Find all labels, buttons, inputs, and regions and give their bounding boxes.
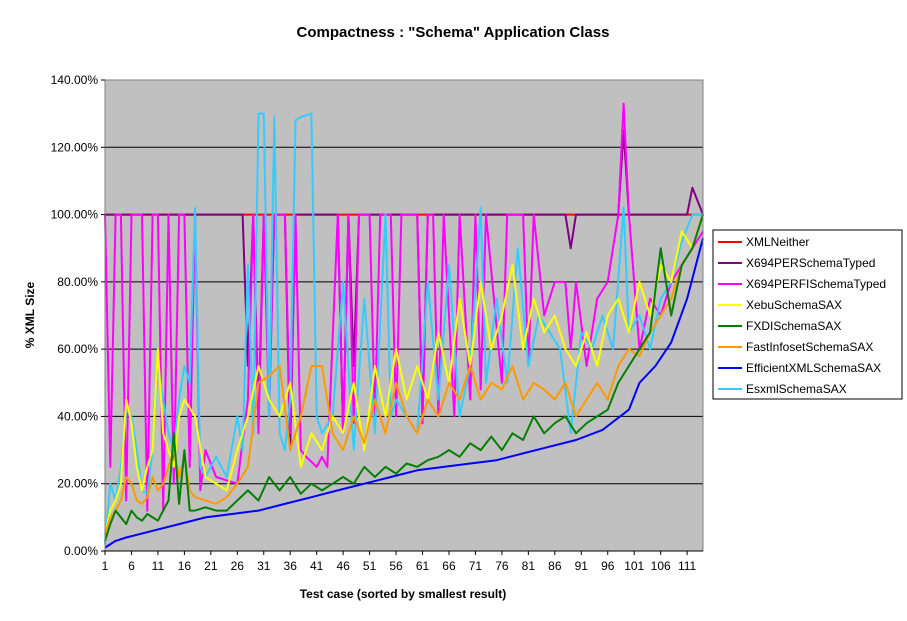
legend-box: [712, 229, 903, 400]
y-tick-label: 120.00%: [51, 140, 99, 154]
legend-label: EsxmlSchemaSAX: [746, 382, 847, 396]
y-tick-label: 80.00%: [57, 275, 98, 289]
y-tick-label: 20.00%: [57, 477, 98, 491]
x-tick-label: 96: [601, 559, 615, 573]
x-tick-label: 26: [231, 559, 245, 573]
x-tick-label: 36: [284, 559, 298, 573]
x-tick-label: 21: [204, 559, 218, 573]
x-tick-label: 81: [522, 559, 536, 573]
x-tick-label: 76: [495, 559, 509, 573]
x-tick-label: 41: [310, 559, 324, 573]
legend-label: X694PERFISchemaTyped: [746, 277, 886, 291]
y-axis-title: % XML Size: [23, 281, 37, 348]
x-tick-label: 31: [257, 559, 271, 573]
x-tick-label: 6: [128, 559, 135, 573]
x-tick-label: 91: [575, 559, 589, 573]
legend-label: XebuSchemaSAX: [746, 298, 842, 312]
legend-label: X694PERSchemaTyped: [746, 256, 875, 270]
series-line-7: [104, 112, 703, 545]
series-line-2: [104, 102, 704, 512]
y-tick-label: 40.00%: [57, 409, 98, 423]
x-tick-label: 66: [442, 559, 456, 573]
x-tick-label: 86: [548, 559, 562, 573]
x-tick-label: 46: [336, 559, 350, 573]
x-tick-label: 106: [651, 559, 671, 573]
y-tick-label: 60.00%: [57, 342, 98, 356]
x-axis-title: Test case (sorted by smallest result): [300, 587, 507, 601]
x-tick-label: 61: [416, 559, 430, 573]
series-lines: [104, 102, 704, 549]
x-tick-label: 16: [178, 559, 192, 573]
x-tick-label: 111: [678, 559, 697, 573]
y-axis-ticks: 0.00% 20.00% 40.00% 60.00% 80.00% 100.00% 120.…: [51, 73, 105, 558]
series-line-3: [104, 214, 704, 535]
legend-label: XMLNeither: [746, 235, 809, 249]
chart-title: Compactness : "Schema" Application Class: [297, 24, 610, 41]
series-line-4: [104, 214, 704, 542]
x-tick-label: 11: [152, 559, 165, 573]
legend-label: FXDISchemaSAX: [746, 319, 841, 333]
x-axis-ticks: 1 6 11 16 21 26 31 36 41 46 51 56 61 66 71 76 81 86 91 96 10…: [102, 550, 703, 573]
x-tick-label: 71: [469, 559, 483, 573]
x-tick-label: 101: [624, 559, 644, 573]
legend-label: EfficientXMLSchemaSAX: [746, 361, 881, 375]
x-tick-label: 51: [363, 559, 377, 573]
legend-label: FastInfosetSchemaSAX: [746, 340, 873, 354]
y-tick-label: 140.00%: [51, 73, 99, 87]
x-tick-label: 56: [389, 559, 403, 573]
x-tick-label: 1: [102, 559, 109, 573]
legend: XMLNeither X694PERSchemaTyped X694PERFISch…: [712, 229, 903, 400]
plot-area: [105, 80, 703, 551]
y-tick-label: 0.00%: [64, 544, 98, 558]
series-line-5: [104, 214, 704, 535]
series-line-6: [104, 237, 704, 549]
y-tick-label: 100.00%: [51, 208, 99, 222]
